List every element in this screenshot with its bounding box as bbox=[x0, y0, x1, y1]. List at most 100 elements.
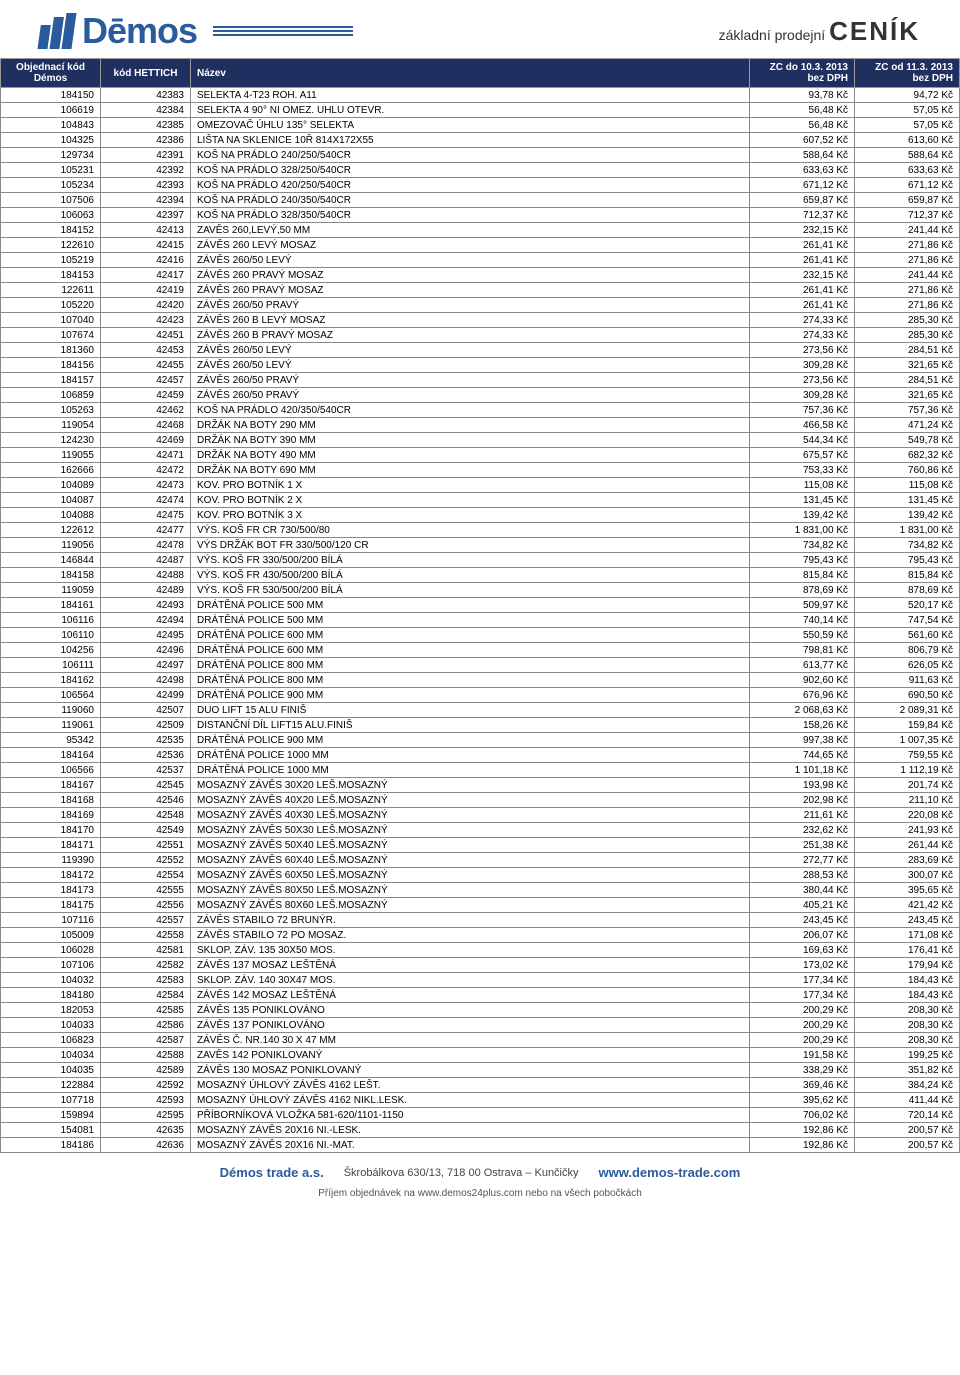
cell-order-code: 105220 bbox=[1, 298, 101, 313]
cell-price-new: 747,54 Kč bbox=[855, 613, 960, 628]
table-row: 10408742474KOV. PRO BOTNÍK 2 X131,45 Kč1… bbox=[1, 493, 960, 508]
cell-hettich-code: 42383 bbox=[101, 88, 191, 103]
table-row: 10403242583SKLOP. ZÁV. 140 30X47 MOS.177… bbox=[1, 973, 960, 988]
cell-order-code: 95342 bbox=[1, 733, 101, 748]
cell-name: KOŠ NA PRÁDLO 420/250/540CR bbox=[191, 178, 750, 193]
cell-price-old: 380,44 Kč bbox=[750, 883, 855, 898]
cell-price-old: 261,41 Kč bbox=[750, 298, 855, 313]
cell-price-old: 56,48 Kč bbox=[750, 118, 855, 133]
cell-order-code: 184164 bbox=[1, 748, 101, 763]
cell-price-new: 200,57 Kč bbox=[855, 1138, 960, 1153]
table-row: 11905642478VÝS DRŽÁK BOT FR 330/500/120 … bbox=[1, 538, 960, 553]
cell-price-new: 384,24 Kč bbox=[855, 1078, 960, 1093]
cell-order-code: 106564 bbox=[1, 688, 101, 703]
cell-order-code: 184186 bbox=[1, 1138, 101, 1153]
cell-order-code: 104087 bbox=[1, 493, 101, 508]
cell-hettich-code: 42472 bbox=[101, 463, 191, 478]
cell-order-code: 162666 bbox=[1, 463, 101, 478]
cell-hettich-code: 42545 bbox=[101, 778, 191, 793]
cell-name: VÝS. KOŠ FR 430/500/200 BÍLÁ bbox=[191, 568, 750, 583]
cell-order-code: 105263 bbox=[1, 403, 101, 418]
cell-order-code: 122610 bbox=[1, 238, 101, 253]
cell-price-new: 211,10 Kč bbox=[855, 793, 960, 808]
cell-price-old: 272,77 Kč bbox=[750, 853, 855, 868]
table-row: 18418042584ZÁVĚS 142 MOSAZ LEŠTĚNÁ177,34… bbox=[1, 988, 960, 1003]
cell-hettich-code: 42535 bbox=[101, 733, 191, 748]
cell-name: MOSAZNÝ ZÁVĚS 50X30 LEŠ.MOSAZNÝ bbox=[191, 823, 750, 838]
table-row: 12288442592MOSAZNÝ ÚHLOVÝ ZÁVĚS 4162 LEŠ… bbox=[1, 1078, 960, 1093]
cell-price-new: 815,84 Kč bbox=[855, 568, 960, 583]
cell-name: ZÁVĚS 137 PONIKLOVÁNO bbox=[191, 1018, 750, 1033]
cell-hettich-code: 42459 bbox=[101, 388, 191, 403]
cell-name: ZÁVĚS Č. NR.140 30 X 47 MM bbox=[191, 1033, 750, 1048]
col-price-old: ZC do 10.3. 2013bez DPH bbox=[750, 59, 855, 88]
cell-name: ZÁVĚS 260/50 LEVÝ bbox=[191, 253, 750, 268]
cell-name: MOSAZNÝ ZÁVĚS 80X60 LEŠ.MOSAZNÝ bbox=[191, 898, 750, 913]
cell-hettich-code: 42556 bbox=[101, 898, 191, 913]
cell-order-code: 184175 bbox=[1, 898, 101, 913]
table-row: 10484342385OMEZOVAČ ÚHLU 135° SELEKTA56,… bbox=[1, 118, 960, 133]
cell-order-code: 184158 bbox=[1, 568, 101, 583]
cell-order-code: 106028 bbox=[1, 943, 101, 958]
logo-icon bbox=[37, 13, 76, 49]
cell-hettich-code: 42635 bbox=[101, 1123, 191, 1138]
cell-hettich-code: 42546 bbox=[101, 793, 191, 808]
table-row: 18205342585ZÁVĚS 135 PONIKLOVÁNO200,29 K… bbox=[1, 1003, 960, 1018]
cell-price-old: 997,38 Kč bbox=[750, 733, 855, 748]
cell-hettich-code: 42593 bbox=[101, 1093, 191, 1108]
cell-name: ZÁVĚS 260/50 PRAVÝ bbox=[191, 388, 750, 403]
cell-order-code: 105234 bbox=[1, 178, 101, 193]
table-row: 18417342555MOSAZNÝ ZÁVĚS 80X50 LEŠ.MOSAZ… bbox=[1, 883, 960, 898]
cell-name: DRÁTĚNÁ POLICE 1000 MM bbox=[191, 748, 750, 763]
cell-price-old: 192,86 Kč bbox=[750, 1123, 855, 1138]
cell-price-old: 633,63 Kč bbox=[750, 163, 855, 178]
table-row: 18416142493DRÁTĚNÁ POLICE 500 MM509,97 K… bbox=[1, 598, 960, 613]
table-row: 10611142497DRÁTĚNÁ POLICE 800 MM613,77 K… bbox=[1, 658, 960, 673]
cell-price-old: 56,48 Kč bbox=[750, 103, 855, 118]
cell-price-new: 760,86 Kč bbox=[855, 463, 960, 478]
cell-price-new: 285,30 Kč bbox=[855, 328, 960, 343]
cell-order-code: 184157 bbox=[1, 373, 101, 388]
cell-price-new: 57,05 Kč bbox=[855, 118, 960, 133]
cell-name: DRÁTĚNÁ POLICE 900 MM bbox=[191, 733, 750, 748]
cell-price-new: 712,37 Kč bbox=[855, 208, 960, 223]
table-row: 10403442588ZAVĚS 142 PONIKLOVANÝ191,58 K… bbox=[1, 1048, 960, 1063]
table-row: 11906042507DUO LIFT 15 ALU FINIŠ2 068,63… bbox=[1, 703, 960, 718]
table-row: 18417542556MOSAZNÝ ZÁVĚS 80X60 LEŠ.MOSAZ… bbox=[1, 898, 960, 913]
cell-price-old: 740,14 Kč bbox=[750, 613, 855, 628]
cell-price-new: 284,51 Kč bbox=[855, 343, 960, 358]
cell-price-new: 176,41 Kč bbox=[855, 943, 960, 958]
cell-price-new: 200,57 Kč bbox=[855, 1123, 960, 1138]
cell-name: DRÁTĚNÁ POLICE 1000 MM bbox=[191, 763, 750, 778]
cell-order-code: 107674 bbox=[1, 328, 101, 343]
cell-name: ZÁVĚS 260 PRAVÝ MOSAZ bbox=[191, 268, 750, 283]
table-row: 10685942459ZÁVĚS 260/50 PRAVÝ309,28 Kč32… bbox=[1, 388, 960, 403]
cell-name: MOSAZNÝ ZÁVĚS 40X30 LEŠ.MOSAZNÝ bbox=[191, 808, 750, 823]
cell-order-code: 104034 bbox=[1, 1048, 101, 1063]
cell-order-code: 119055 bbox=[1, 448, 101, 463]
table-row: 12973442391KOŠ NA PRÁDLO 240/250/540CR58… bbox=[1, 148, 960, 163]
cell-price-old: 309,28 Kč bbox=[750, 388, 855, 403]
cell-hettich-code: 42548 bbox=[101, 808, 191, 823]
cell-hettich-code: 42391 bbox=[101, 148, 191, 163]
cell-price-new: 271,86 Kč bbox=[855, 283, 960, 298]
cell-name: ZÁVĚS STABILO 72 PO MOSAZ. bbox=[191, 928, 750, 943]
cell-name: DRÁTĚNÁ POLICE 600 MM bbox=[191, 628, 750, 643]
cell-hettich-code: 42558 bbox=[101, 928, 191, 943]
cell-hettich-code: 42384 bbox=[101, 103, 191, 118]
cell-order-code: 107718 bbox=[1, 1093, 101, 1108]
title-prefix: základní prodejní bbox=[719, 27, 826, 43]
cell-name: MOSAZNÝ ZÁVĚS 40X20 LEŠ.MOSAZNÝ bbox=[191, 793, 750, 808]
cell-name: ZÁVĚS 260 B LEVÝ MOSAZ bbox=[191, 313, 750, 328]
cell-name: DISTANČNÍ DÍL LIFT15 ALU.FINIŠ bbox=[191, 718, 750, 733]
cell-order-code: 107506 bbox=[1, 193, 101, 208]
cell-price-old: 200,29 Kč bbox=[750, 1033, 855, 1048]
cell-order-code: 184180 bbox=[1, 988, 101, 1003]
cell-price-old: 1 831,00 Kč bbox=[750, 523, 855, 538]
cell-name: KOŠ NA PRÁDLO 240/350/540CR bbox=[191, 193, 750, 208]
cell-hettich-code: 42583 bbox=[101, 973, 191, 988]
cell-price-new: 720,14 Kč bbox=[855, 1108, 960, 1123]
cell-name: VÝS. KOŠ FR CR 730/500/80 bbox=[191, 523, 750, 538]
cell-order-code: 106566 bbox=[1, 763, 101, 778]
table-row: 10750642394KOŠ NA PRÁDLO 240/350/540CR65… bbox=[1, 193, 960, 208]
